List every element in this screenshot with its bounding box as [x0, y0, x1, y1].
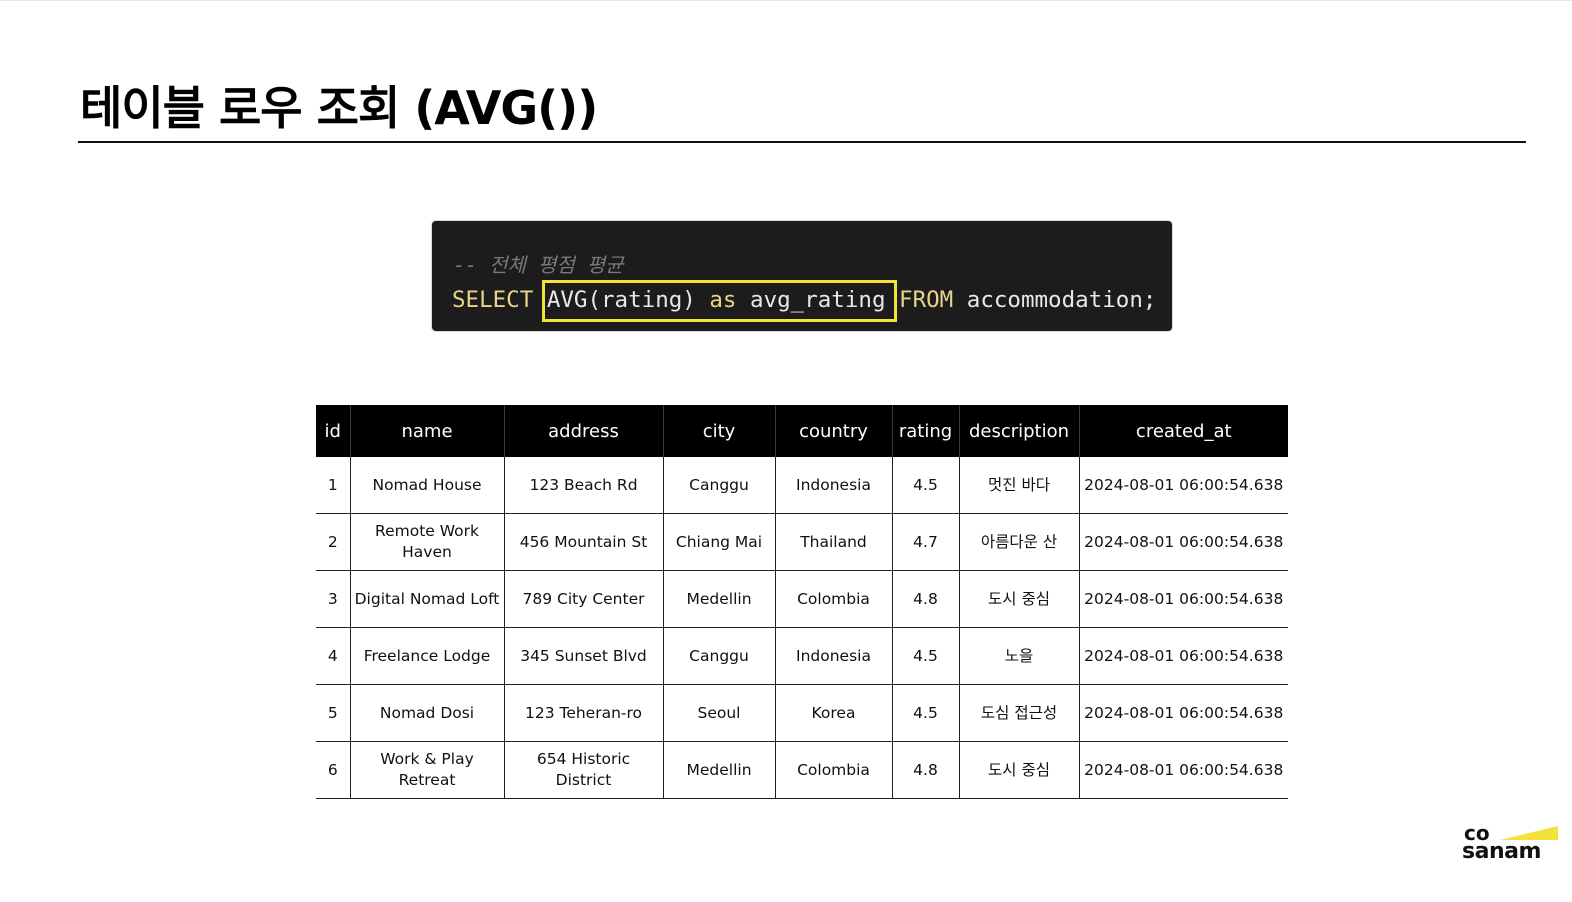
table-cell: Nomad Dosi	[349, 684, 504, 742]
column-header: created_at	[1078, 405, 1288, 457]
table-cell: 도시 중심	[958, 741, 1079, 799]
table-cell: 2024-08-01 06:00:54.638	[1078, 513, 1288, 571]
column-header: city	[662, 405, 775, 457]
alias-name: avg_rating	[750, 287, 886, 313]
table-cell: Indonesia	[774, 627, 892, 685]
table-cell: Colombia	[774, 570, 892, 628]
column-header: address	[503, 405, 663, 457]
table-cell: Remote Work Haven	[349, 513, 504, 571]
table-cell: 멋진 바다	[958, 457, 1079, 514]
logo-accent-stripe	[1500, 826, 1558, 840]
table-cell: Freelance Lodge	[349, 627, 504, 685]
table-cell: 4.8	[891, 741, 959, 799]
code-line: SELECT AVG(rating) as avg_rating FROM ac…	[452, 285, 1156, 315]
table-cell: Medellin	[662, 570, 775, 628]
table-cell: 4	[316, 627, 350, 685]
table-cell: 456 Mountain St	[503, 513, 663, 571]
table-cell: 2024-08-01 06:00:54.638	[1078, 627, 1288, 685]
table-cell: 2024-08-01 06:00:54.638	[1078, 684, 1288, 742]
table-cell: Work & Play Retreat	[349, 741, 504, 799]
table-header-row: id name address city country rating desc…	[316, 405, 1288, 457]
table-cell: 2	[316, 513, 350, 571]
table-cell: 345 Sunset Blvd	[503, 627, 663, 685]
table-cell: 4.5	[891, 457, 959, 514]
table-cell: 6	[316, 741, 350, 799]
table-cell: 4.5	[891, 684, 959, 742]
sql-code-block: -- 전체 평점 평균 SELECT AVG(rating) as avg_ra…	[432, 221, 1172, 331]
table-cell: 654 Historic District	[503, 741, 663, 799]
table-row: 4 Freelance Lodge 345 Sunset Blvd Canggu…	[316, 627, 1288, 685]
table-cell: 5	[316, 684, 350, 742]
table-name: accommodation;	[966, 287, 1157, 313]
table-cell: 아름다운 산	[958, 513, 1079, 571]
table-row: 6 Work & Play Retreat 654 Historic Distr…	[316, 741, 1288, 799]
table-cell: 789 City Center	[503, 570, 663, 628]
table-cell: Medellin	[662, 741, 775, 799]
table-cell: 노을	[958, 627, 1079, 685]
result-table: id name address city country rating desc…	[316, 405, 1288, 799]
code-comment: -- 전체 평점 평균	[453, 253, 624, 277]
logo-text-sanam: sanam	[1462, 839, 1541, 864]
column-header: description	[958, 405, 1079, 457]
table-cell: Canggu	[662, 627, 775, 685]
table-cell: 도시 중심	[958, 570, 1079, 628]
table-cell: Korea	[774, 684, 892, 742]
table-cell: Indonesia	[774, 457, 892, 514]
table-cell: 2024-08-01 06:00:54.638	[1078, 741, 1288, 799]
title-underline	[78, 141, 1526, 143]
table-cell: 4.8	[891, 570, 959, 628]
column-header: id	[316, 405, 350, 457]
cosanam-logo: co sanam	[1462, 822, 1562, 866]
from-keyword: FROM	[899, 287, 954, 313]
top-divider	[0, 0, 1572, 1]
select-keyword: SELECT	[452, 287, 534, 313]
page-title: 테이블 로우 조회 (AVG())	[80, 81, 598, 135]
table-cell: 4.5	[891, 627, 959, 685]
table-cell: 2024-08-01 06:00:54.638	[1078, 570, 1288, 628]
table-cell: 도심 접근성	[958, 684, 1079, 742]
table-cell: 1	[316, 457, 350, 514]
highlight-box	[542, 280, 897, 322]
table-cell: 123 Teheran-ro	[503, 684, 663, 742]
table-cell: Thailand	[774, 513, 892, 571]
as-keyword: as	[709, 287, 737, 313]
table-cell: 3	[316, 570, 350, 628]
column-header: rating	[891, 405, 959, 457]
column-header: country	[774, 405, 892, 457]
table-cell: 4.7	[891, 513, 959, 571]
avg-function: AVG(rating)	[546, 287, 696, 313]
table-row: 2 Remote Work Haven 456 Mountain St Chia…	[316, 513, 1288, 571]
table-cell: Canggu	[662, 457, 775, 514]
table-cell: 123 Beach Rd	[503, 457, 663, 514]
table-cell: Digital Nomad Loft	[349, 570, 504, 628]
table-cell: Seoul	[662, 684, 775, 742]
table-cell: Nomad House	[349, 457, 504, 514]
table-row: 3 Digital Nomad Loft 789 City Center Med…	[316, 570, 1288, 628]
table-row: 5 Nomad Dosi 123 Teheran-ro Seoul Korea …	[316, 684, 1288, 742]
column-header: name	[349, 405, 504, 457]
table-row: 1 Nomad House 123 Beach Rd Canggu Indone…	[316, 457, 1288, 514]
table-cell: 2024-08-01 06:00:54.638	[1078, 457, 1288, 514]
table-cell: Colombia	[774, 741, 892, 799]
table-cell: Chiang Mai	[662, 513, 775, 571]
logo-text-co: co	[1464, 821, 1490, 845]
